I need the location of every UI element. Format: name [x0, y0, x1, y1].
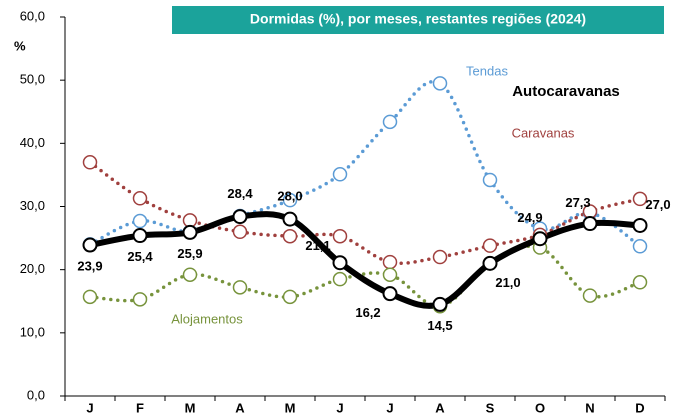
- x-tick-label: N: [585, 400, 594, 415]
- marker: [432, 249, 448, 265]
- marker: [582, 216, 598, 232]
- x-tick-label: D: [635, 400, 644, 415]
- line-dotted: [88, 160, 642, 265]
- marker: [82, 237, 98, 253]
- marker: [432, 296, 448, 312]
- marker: [382, 267, 398, 282]
- y-tick-label: 50,0: [20, 72, 45, 87]
- marker: [632, 191, 648, 207]
- marker: [632, 275, 648, 290]
- data-label: 16,2: [355, 305, 380, 320]
- marker: [282, 192, 298, 208]
- x-tick-label: M: [185, 400, 196, 415]
- marker: [382, 286, 398, 302]
- marker: [332, 271, 348, 287]
- marker: [282, 228, 298, 244]
- x-tick-label: M: [285, 400, 296, 415]
- y-tick-label: 0,0: [27, 387, 45, 402]
- marker: [232, 224, 248, 240]
- line-dotted: [88, 79, 642, 249]
- marker: [82, 155, 98, 170]
- series-label: Alojamentos: [171, 311, 243, 326]
- marker: [382, 254, 398, 270]
- x-tick-label: S: [486, 400, 495, 415]
- line-dotted: [88, 244, 642, 309]
- data-label: 27,0: [645, 197, 670, 212]
- marker: [132, 213, 148, 229]
- data-label: 27,3: [565, 195, 590, 210]
- title-box: [172, 6, 664, 34]
- marker: [382, 114, 398, 130]
- marker: [432, 76, 448, 91]
- data-label: 21,0: [495, 275, 520, 290]
- marker: [582, 288, 598, 303]
- series-label: Caravanas: [512, 125, 575, 140]
- y-tick-label: 10,0: [20, 324, 45, 339]
- marker: [532, 231, 548, 247]
- marker: [632, 217, 648, 233]
- data-label: 25,9: [177, 246, 202, 261]
- x-tick-label: A: [235, 400, 245, 415]
- data-label: 28,0: [277, 189, 302, 204]
- series-label: Tendas: [466, 63, 508, 78]
- marker: [332, 228, 348, 244]
- x-tick-label: O: [535, 400, 545, 415]
- x-tick-label: F: [136, 400, 144, 415]
- data-label: 25,4: [127, 249, 153, 264]
- series-label: Autocaravanas: [512, 83, 620, 100]
- marker: [632, 239, 648, 254]
- marker: [332, 255, 348, 271]
- marker: [232, 209, 248, 225]
- marker: [282, 211, 298, 227]
- y-tick-label: 30,0: [20, 198, 45, 213]
- x-tick-label: J: [386, 400, 393, 415]
- data-label: 24,9: [517, 210, 542, 225]
- x-tick-label: A: [435, 400, 445, 415]
- data-label: 21,1: [305, 238, 330, 253]
- y-tick-label: 60,0: [20, 8, 45, 23]
- marker: [132, 292, 148, 307]
- y-tick-label: 20,0: [20, 261, 45, 276]
- data-label: 23,9: [77, 258, 102, 273]
- marker: [482, 172, 498, 188]
- x-tick-label: J: [86, 400, 93, 415]
- y-tick-label: 40,0: [20, 135, 45, 150]
- x-tick-label: J: [336, 400, 343, 415]
- chart-title: Dormidas (%), por meses, restantes regiõ…: [250, 11, 586, 27]
- marker: [182, 224, 198, 240]
- marker: [482, 255, 498, 271]
- marker: [282, 289, 298, 305]
- marker: [332, 167, 348, 182]
- marker: [82, 289, 98, 305]
- marker: [482, 238, 498, 253]
- marker: [132, 228, 148, 244]
- marker: [132, 191, 148, 206]
- y-axis-label: %: [14, 38, 26, 53]
- data-label: 14,5: [427, 318, 452, 333]
- data-label: 28,4: [227, 186, 253, 201]
- marker: [232, 280, 248, 295]
- marker: [182, 267, 198, 282]
